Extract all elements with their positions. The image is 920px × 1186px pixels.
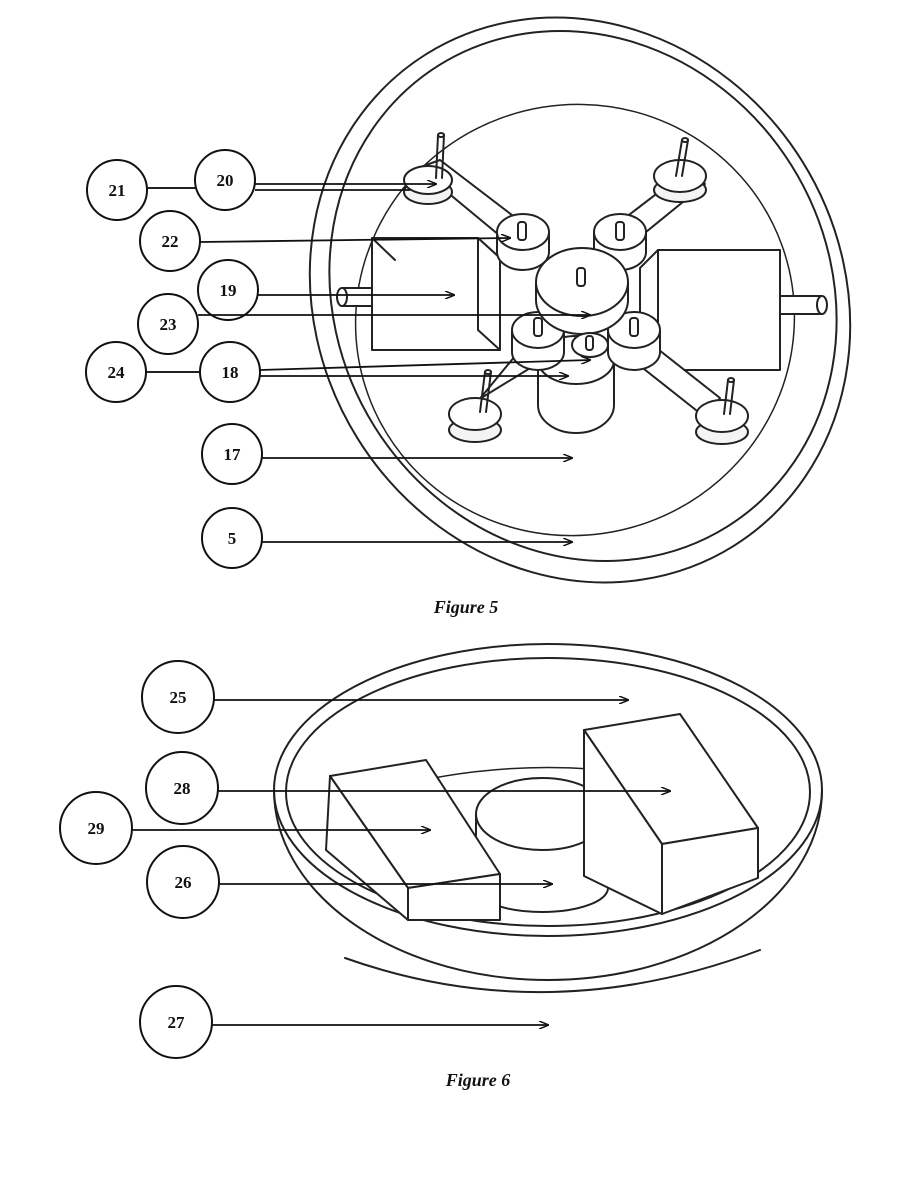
callout-bubble-5 bbox=[201, 507, 263, 569]
right-box-5 bbox=[639, 249, 828, 371]
callout-label-26: 26 bbox=[175, 873, 192, 892]
callout-bubble-23 bbox=[137, 293, 199, 355]
leader-arrows-6 bbox=[132, 700, 670, 1025]
figure-6-caption: Figure 6 bbox=[445, 1070, 511, 1090]
callout-bubble-17 bbox=[201, 423, 263, 485]
callouts-6: 25 28 29 26 27 bbox=[59, 660, 220, 1059]
callout-label-25: 25 bbox=[170, 688, 187, 707]
left-box-5 bbox=[336, 237, 501, 351]
figure-5-caption: Figure 5 bbox=[433, 597, 499, 617]
callout-bubble-29 bbox=[59, 791, 133, 865]
callouts-5: 20 21 22 19 23 24 18 17 5 bbox=[85, 149, 263, 569]
callout-label-28: 28 bbox=[174, 779, 191, 798]
callout-label-17: 17 bbox=[224, 445, 242, 464]
callout-label-22: 22 bbox=[162, 232, 179, 251]
callout-bubble-26 bbox=[146, 845, 220, 919]
callout-label-21: 21 bbox=[109, 181, 126, 200]
callout-bubble-24 bbox=[85, 341, 147, 403]
callout-bubble-25 bbox=[141, 660, 215, 734]
callout-bubble-21 bbox=[86, 159, 148, 221]
callout-label-19: 19 bbox=[220, 281, 237, 300]
hemisphere-shell-5 bbox=[308, 16, 852, 584]
callout-bubble-28 bbox=[145, 751, 219, 825]
inner-pulleys-5 bbox=[496, 213, 661, 371]
callout-label-24: 24 bbox=[108, 363, 126, 382]
left-block-6 bbox=[325, 759, 501, 921]
figure-6: 25 28 29 26 27 Figure 6 bbox=[59, 643, 823, 1090]
figure-5: 20 21 22 19 23 24 18 17 5 bbox=[85, 16, 852, 617]
right-block-6 bbox=[583, 713, 759, 915]
callout-label-29: 29 bbox=[88, 819, 105, 838]
leader-arrows-5 bbox=[198, 184, 590, 542]
callout-label-5: 5 bbox=[228, 529, 237, 548]
callout-label-18: 18 bbox=[222, 363, 239, 382]
callout-bubble-19 bbox=[197, 259, 259, 321]
center-cylinder-6 bbox=[475, 777, 609, 913]
callout-label-23: 23 bbox=[160, 315, 177, 334]
callout-bubble-20 bbox=[194, 149, 256, 211]
callout-label-27: 27 bbox=[168, 1013, 186, 1032]
callout-bubble-27 bbox=[139, 985, 213, 1059]
callout-label-20: 20 bbox=[217, 171, 234, 190]
callout-bubble-22 bbox=[139, 210, 201, 272]
callout-bubble-18 bbox=[199, 341, 261, 403]
